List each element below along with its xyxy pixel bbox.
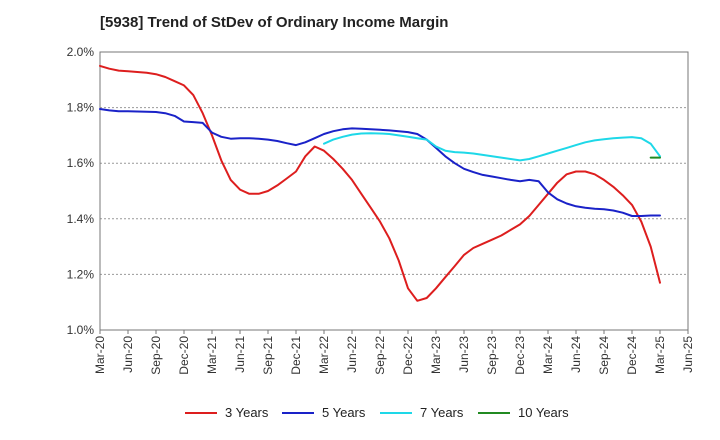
- chart-title: [5938] Trend of StDev of Ordinary Income…: [100, 14, 449, 31]
- legend: 3 Years 5 Years 7 Years 10 Years: [0, 405, 720, 427]
- legend-label: 10 Years: [518, 405, 569, 420]
- x-tick-label: Sep-22: [373, 336, 387, 375]
- x-tick-label: Dec-21: [289, 336, 303, 375]
- x-tick-label: Mar-23: [429, 336, 443, 374]
- plot-frame: [99, 51, 689, 331]
- legend-label: 3 Years: [225, 405, 269, 420]
- x-tick-label: Mar-21: [205, 336, 219, 374]
- y-tick-label: 2.0%: [67, 45, 95, 59]
- series-line-3-years: [99, 64, 661, 302]
- x-tick-label: Sep-23: [485, 336, 499, 375]
- legend-swatch: [478, 411, 510, 414]
- x-tick-label: Dec-24: [625, 336, 639, 375]
- x-tick-label: Mar-24: [541, 336, 555, 374]
- y-tick-label: 1.4%: [67, 212, 95, 226]
- legend-item-3-years: 3 Years: [185, 405, 268, 420]
- x-tick-label: Jun-21: [233, 336, 247, 373]
- x-tick-label: Sep-21: [261, 336, 275, 375]
- x-tick-label: Jun-22: [345, 336, 359, 373]
- series-line-7-years: [323, 132, 661, 162]
- legend-swatch: [380, 411, 412, 414]
- legend-label: 5 Years: [322, 405, 366, 420]
- y-tick-label: 1.2%: [67, 267, 95, 281]
- tick-layer: 1.0% 1.2% 1.4% 1.6% 1.8% 2.0% Mar-20 Jun-20 Sep-…: [67, 45, 695, 375]
- x-tick-label: Jun-24: [569, 336, 583, 373]
- y-tick-label: 1.0%: [67, 323, 95, 337]
- x-tick-label: Mar-22: [317, 336, 331, 374]
- x-tick-label: Mar-25: [653, 336, 667, 374]
- series-layer: [99, 64, 661, 302]
- grid-layer: [100, 107, 688, 275]
- legend-swatch: [282, 411, 314, 414]
- legend-item-10-years: 10 Years: [478, 405, 569, 420]
- legend-item-5-years: 5 Years: [282, 405, 365, 420]
- x-tick-label: Sep-24: [597, 336, 611, 375]
- axis-layer: [99, 51, 689, 334]
- legend-item-7-years: 7 Years: [380, 405, 463, 420]
- series-line-5-years: [99, 108, 661, 217]
- x-tick-label: Jun-25: [681, 336, 695, 373]
- legend-swatch: [185, 411, 217, 414]
- x-tick-label: Sep-20: [149, 336, 163, 375]
- x-tick-label: Dec-22: [401, 336, 415, 375]
- y-tick-label: 1.6%: [67, 156, 95, 170]
- x-tick-label: Dec-20: [177, 336, 191, 375]
- x-tick-label: Jun-20: [121, 336, 135, 373]
- x-tick-label: Jun-23: [457, 336, 471, 373]
- x-tick-label: Mar-20: [93, 336, 107, 374]
- legend-label: 7 Years: [420, 405, 464, 420]
- x-tick-label: Dec-23: [513, 336, 527, 375]
- y-tick-label: 1.8%: [67, 101, 95, 115]
